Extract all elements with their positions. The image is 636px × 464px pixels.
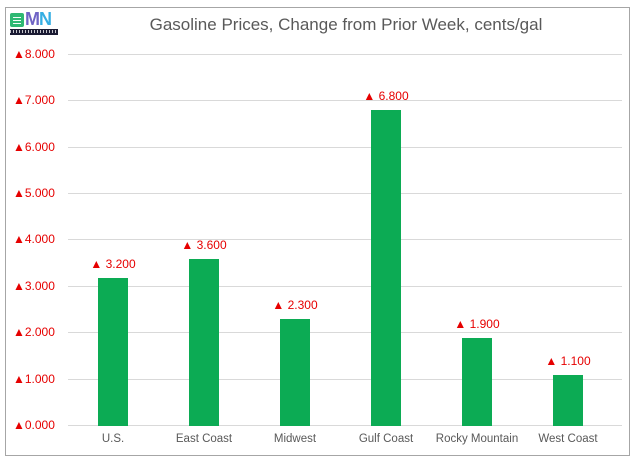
bar-value-label: ▲ 3.200 <box>90 257 136 271</box>
y-axis-tick-label: ▲2.000 <box>13 325 55 340</box>
gridline <box>68 425 622 426</box>
x-category-label: West Coast <box>538 433 598 445</box>
x-category-label: Rocky Mountain <box>435 433 519 445</box>
gridline <box>68 285 622 287</box>
mn-logo-letters: M N <box>10 9 58 28</box>
bar-value-label: ▲ 2.300 <box>272 298 318 312</box>
bar <box>98 278 128 426</box>
logo-letter-m: M <box>25 9 40 29</box>
gridline <box>68 193 622 194</box>
bar-value-label: ▲ 1.900 <box>454 317 500 331</box>
logo-green-square-icon <box>10 13 24 27</box>
y-axis-tick-label: ▲7.000 <box>13 93 55 108</box>
x-category-label: Midwest <box>273 433 317 445</box>
x-category-label: Gulf Coast <box>358 433 414 445</box>
mn-logo: M N <box>10 9 58 36</box>
bar <box>553 375 583 426</box>
gridline <box>68 332 622 334</box>
y-axis-tick-label: ▲0.000 <box>13 418 55 432</box>
bar-value-label: ▲ 1.100 <box>545 354 591 368</box>
gridline <box>68 53 622 55</box>
y-axis-tick-label: ▲8.000 <box>13 46 55 61</box>
y-axis-tick-label: ▲6.000 <box>13 139 55 154</box>
bar <box>462 338 492 426</box>
y-axis-tick-label: ▲5.000 <box>13 186 55 200</box>
gridline <box>68 100 622 102</box>
bar <box>371 110 401 426</box>
bar <box>280 319 310 426</box>
chart-title: Gasoline Prices, Change from Prior Week,… <box>149 15 543 34</box>
gridline <box>68 378 622 380</box>
x-category-label: East Coast <box>175 433 233 445</box>
y-axis-tick-label: ▲4.000 <box>13 232 55 247</box>
y-axis-tick-label: ▲1.000 <box>13 371 55 386</box>
bar-value-label: ▲ 6.800 <box>363 89 409 103</box>
gridline <box>68 239 622 241</box>
logo-tagline-strip <box>10 29 58 35</box>
logo-letter-n: N <box>39 9 52 29</box>
gridline <box>68 146 622 148</box>
bar-value-label: ▲ 3.600 <box>181 238 227 252</box>
y-axis-tick-label: ▲3.000 <box>13 278 55 293</box>
bar <box>189 259 219 426</box>
x-category-label: U.S. <box>101 433 125 445</box>
